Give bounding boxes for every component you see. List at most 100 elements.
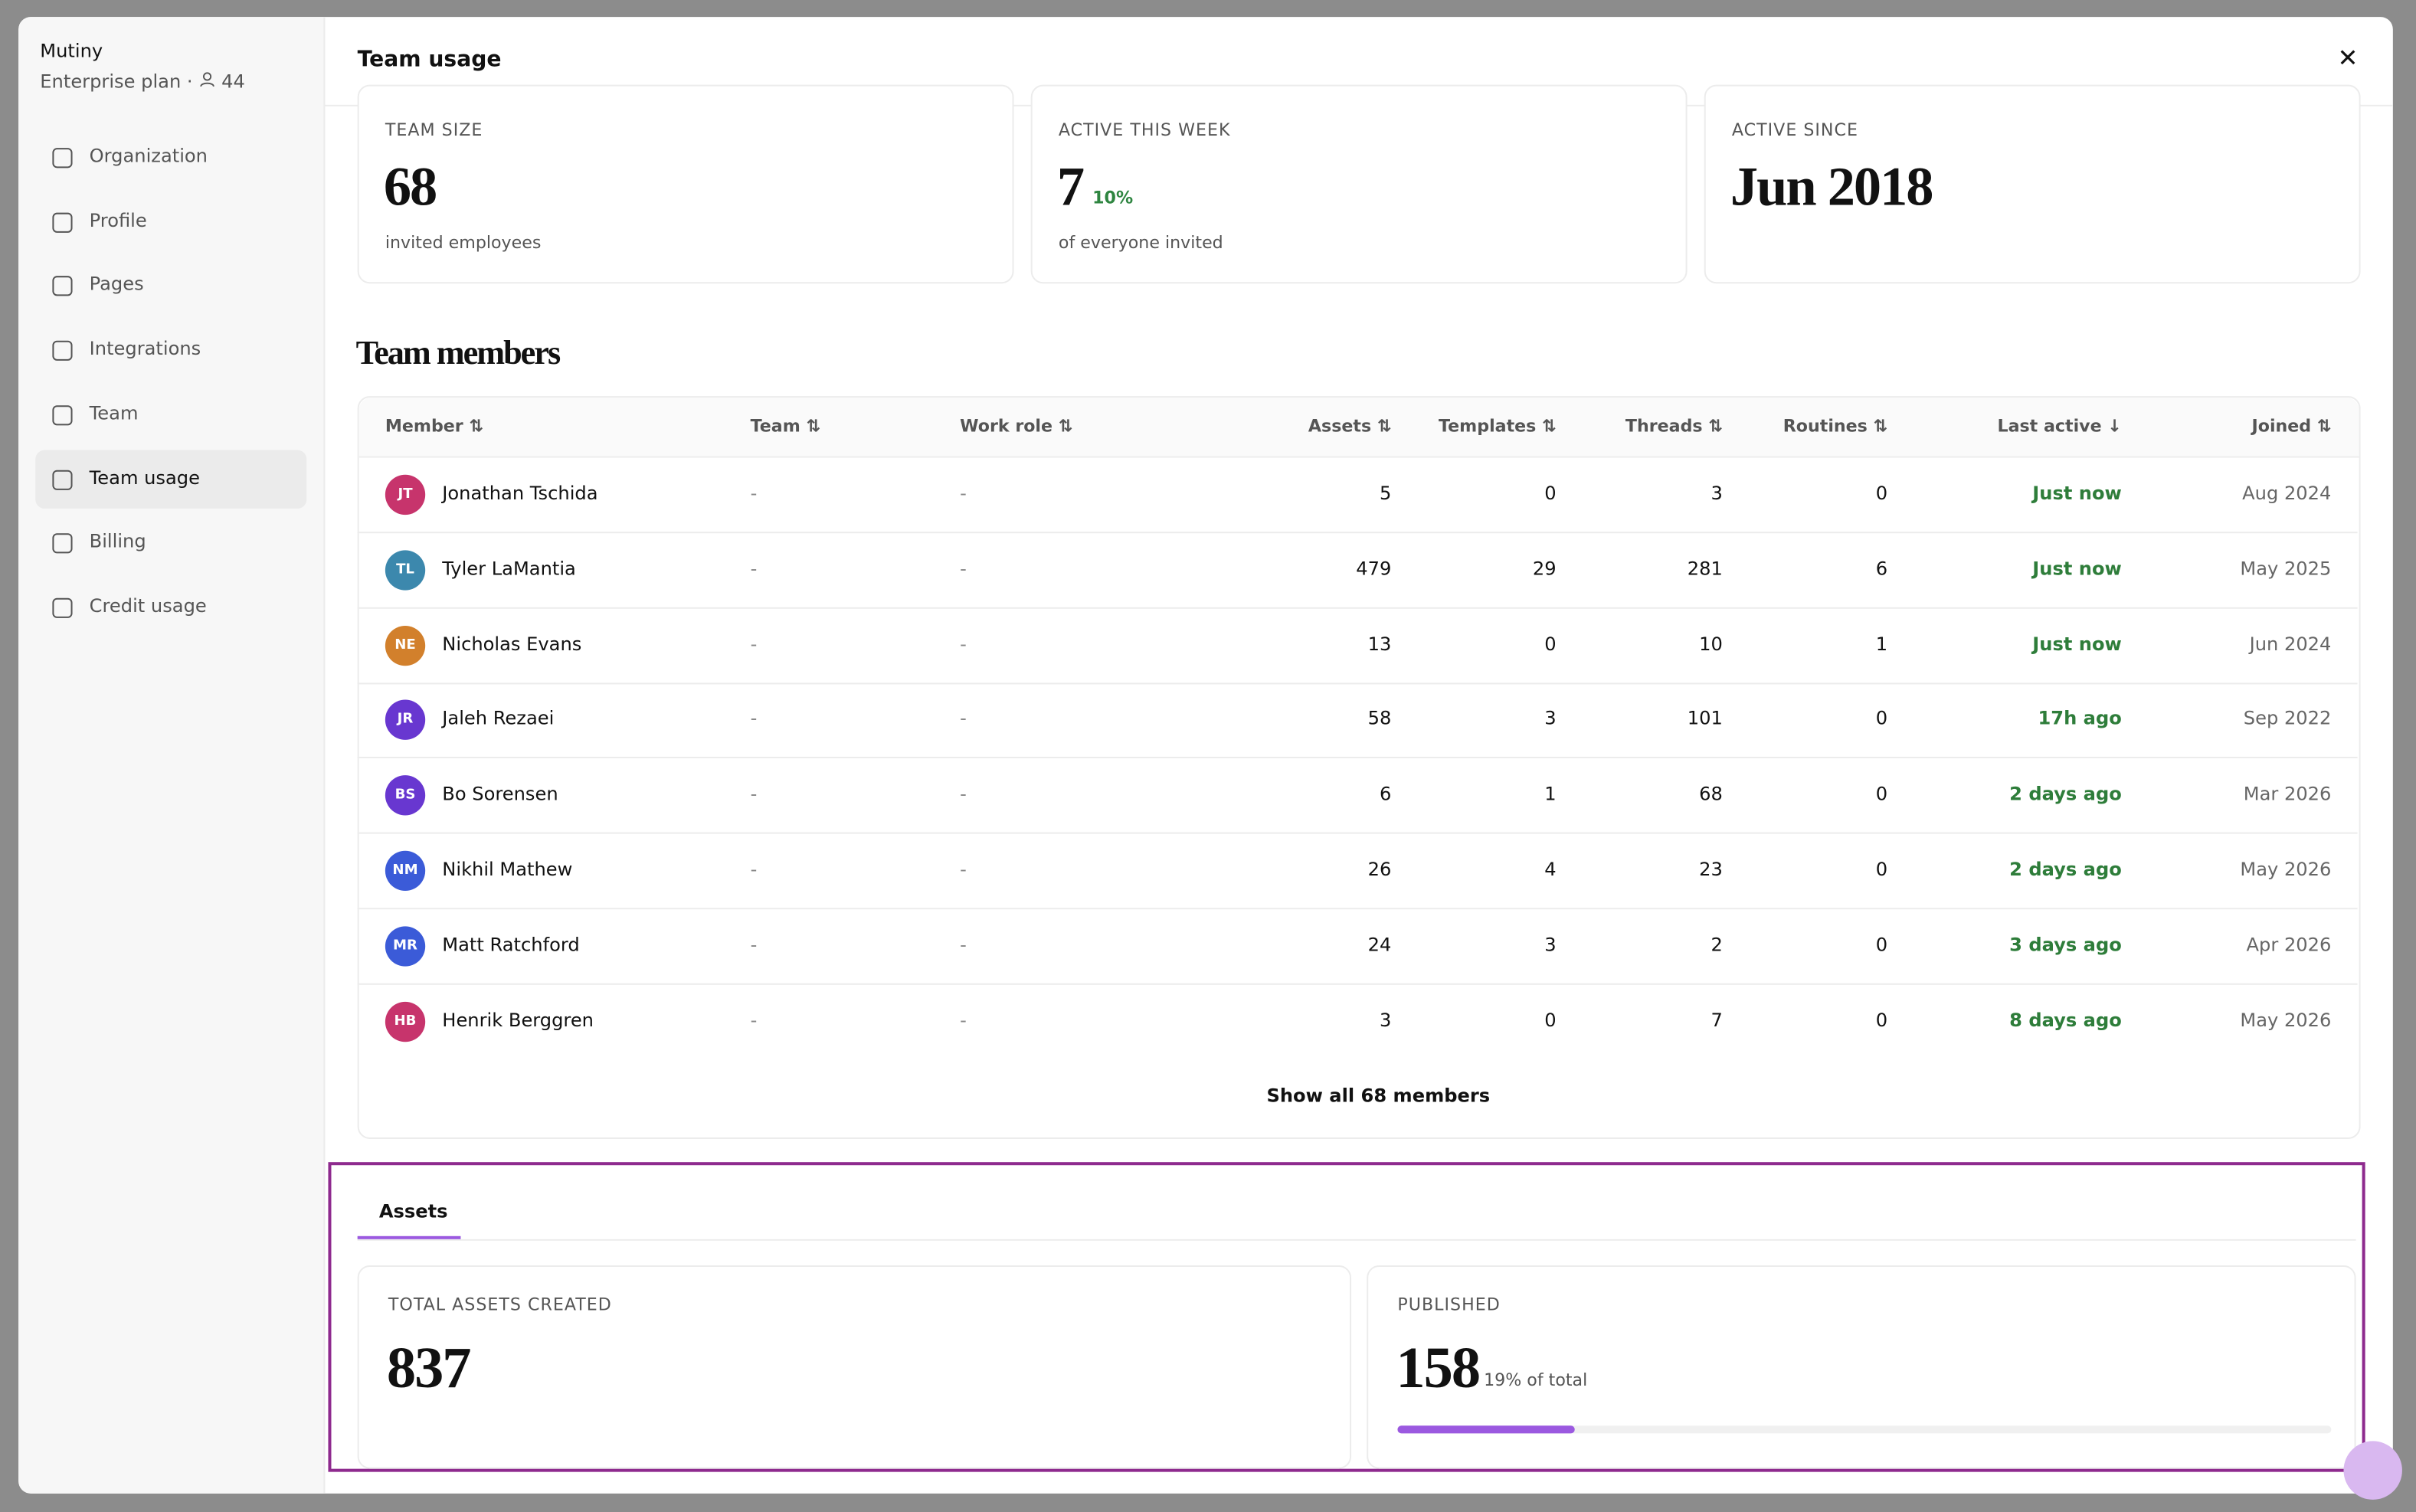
cell: Matt Ratchford	[442, 933, 580, 956]
asset-card	[1367, 1265, 2356, 1469]
column-header[interactable]: Last active ↓	[1997, 416, 2122, 437]
stat-value: 7	[1056, 155, 1085, 218]
cell: -	[960, 708, 967, 730]
cell: May 2026	[2240, 858, 2332, 880]
nav-item[interactable]: Profile	[89, 209, 147, 231]
cell: May 2025	[2240, 558, 2332, 580]
nav-icon	[52, 404, 73, 425]
cell: Aug 2024	[2242, 482, 2332, 504]
asset-value: 158	[1396, 1336, 1481, 1402]
cell: 0	[1875, 933, 1888, 956]
help-button[interactable]	[2343, 1441, 2402, 1500]
cell: 23	[1699, 858, 1723, 880]
cell: 24	[1367, 933, 1392, 956]
cell: 0	[1544, 633, 1557, 655]
cell: -	[750, 482, 758, 504]
tab-underline	[357, 1235, 461, 1239]
cell: Nicholas Evans	[442, 633, 582, 655]
column-header[interactable]: Team ⇅	[750, 416, 820, 437]
asset-note: 19% of total	[1484, 1370, 1588, 1391]
cell: 0	[1875, 858, 1888, 880]
asset-label: TOTAL ASSETS CREATED	[388, 1294, 612, 1315]
cell: -	[960, 482, 967, 504]
cell: Apr 2026	[2246, 933, 2332, 956]
cell: 0	[1544, 482, 1557, 504]
nav-item[interactable]: Organization	[89, 145, 208, 167]
cell: 0	[1875, 1009, 1888, 1031]
modal-title: Team usage	[357, 47, 502, 73]
nav-icon	[52, 469, 73, 489]
asset-label: PUBLISHED	[1397, 1294, 1501, 1315]
asset-card	[357, 1265, 1352, 1469]
nav-icon	[52, 276, 73, 297]
stat-value: Jun 2018	[1730, 155, 1934, 218]
org-name: Mutiny	[40, 40, 103, 62]
cell: -	[960, 933, 967, 956]
progress-bar	[1397, 1425, 1576, 1434]
cell: Mar 2026	[2243, 783, 2332, 805]
close-button[interactable]: ✕	[2337, 43, 2359, 73]
nav-icon	[52, 340, 73, 362]
nav-item[interactable]: Pages	[89, 273, 144, 296]
cell: Bo Sorensen	[442, 783, 558, 805]
stat-badge: 10%	[1092, 188, 1134, 208]
cell: Jun 2024	[2249, 633, 2332, 655]
cell: 10	[1699, 633, 1723, 655]
column-header[interactable]: Assets ⇅	[1308, 416, 1392, 437]
nav-icon	[52, 148, 73, 169]
avatar: JT	[385, 474, 426, 515]
stat-card	[357, 84, 1014, 284]
avatar: NM	[385, 850, 426, 892]
avatar: BS	[385, 775, 426, 816]
cell: -	[960, 783, 967, 805]
avatar: HB	[385, 1001, 426, 1042]
cell: 1	[1544, 783, 1557, 805]
cell: -	[750, 633, 758, 655]
nav-item[interactable]: Team	[89, 401, 139, 424]
cell: 3	[1711, 482, 1723, 504]
cell: -	[960, 558, 967, 580]
cell: 68	[1699, 783, 1723, 805]
nav-active-bg	[35, 449, 307, 509]
nav-item[interactable]: Billing	[89, 530, 146, 552]
table-card	[357, 396, 2361, 1140]
progress-track	[1397, 1425, 2332, 1434]
cell: Jaleh Rezaei	[442, 708, 555, 730]
nav-item[interactable]: Team usage	[89, 466, 200, 488]
column-header[interactable]: Threads ⇅	[1625, 416, 1723, 437]
column-header[interactable]: Templates ⇅	[1439, 416, 1557, 437]
nav-icon	[52, 533, 73, 554]
stat-label: ACTIVE THIS WEEK	[1058, 119, 1231, 141]
nav-item[interactable]: Credit usage	[89, 594, 207, 617]
cell: -	[750, 1009, 758, 1031]
cell: 3	[1544, 933, 1557, 956]
table-header	[358, 398, 2359, 458]
stat-label: TEAM SIZE	[385, 119, 483, 141]
cell: -	[750, 708, 758, 730]
cell: 5	[1380, 482, 1392, 504]
nav-icon	[52, 597, 73, 618]
show-all-button[interactable]: Show all 68 members	[1266, 1085, 1491, 1107]
stat-note: of everyone invited	[1058, 232, 1223, 254]
cell: Henrik Berggren	[442, 1009, 594, 1031]
column-header[interactable]: Member ⇅	[385, 416, 483, 437]
cell: Tyler LaMantia	[442, 558, 576, 580]
cell: -	[960, 858, 967, 880]
avatar: NE	[385, 625, 426, 666]
cell: 2	[1711, 933, 1723, 956]
nav-item[interactable]: Integrations	[89, 337, 201, 360]
section-title: Team members	[355, 332, 561, 371]
cell: 2 days ago	[2009, 858, 2122, 880]
cell: 3	[1544, 708, 1557, 730]
avatar: MR	[385, 925, 426, 967]
column-header[interactable]: Routines ⇅	[1783, 416, 1888, 437]
cell: 3	[1380, 1009, 1392, 1031]
column-header[interactable]: Work role ⇅	[960, 416, 1073, 437]
cell: 0	[1544, 1009, 1557, 1031]
row-divider	[357, 908, 2358, 910]
cell: 2 days ago	[2009, 783, 2122, 805]
column-header[interactable]: Joined ⇅	[2251, 416, 2332, 437]
tab[interactable]: Assets	[378, 1200, 448, 1222]
cell: Sep 2022	[2243, 708, 2332, 730]
